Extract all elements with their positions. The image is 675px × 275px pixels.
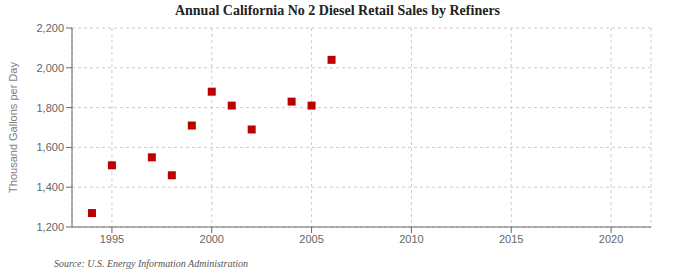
svg-text:2010: 2010	[399, 233, 423, 245]
svg-text:2015: 2015	[499, 233, 523, 245]
svg-text:2,000: 2,000	[36, 62, 64, 74]
svg-text:Thousand Gallons per Day: Thousand Gallons per Day	[8, 62, 19, 193]
svg-text:1,800: 1,800	[36, 102, 64, 114]
svg-text:2020: 2020	[599, 233, 623, 245]
html-text:Annual California No 2 Diesel: Annual California No 2 Diesel Retail Sal…	[174, 3, 500, 18]
svg-text:2,200: 2,200	[36, 22, 64, 34]
svg-text:1,400: 1,400	[36, 181, 64, 193]
svg-text:2000: 2000	[200, 233, 224, 245]
html-text:Source: U.S. Energy Informatio: Source: U.S. Energy Information Administ…	[54, 258, 249, 269]
svg-text:1,600: 1,600	[36, 141, 64, 153]
svg-text:2005: 2005	[299, 233, 323, 245]
svg-text:1,200: 1,200	[36, 221, 64, 233]
svg-text:1995: 1995	[100, 233, 124, 245]
